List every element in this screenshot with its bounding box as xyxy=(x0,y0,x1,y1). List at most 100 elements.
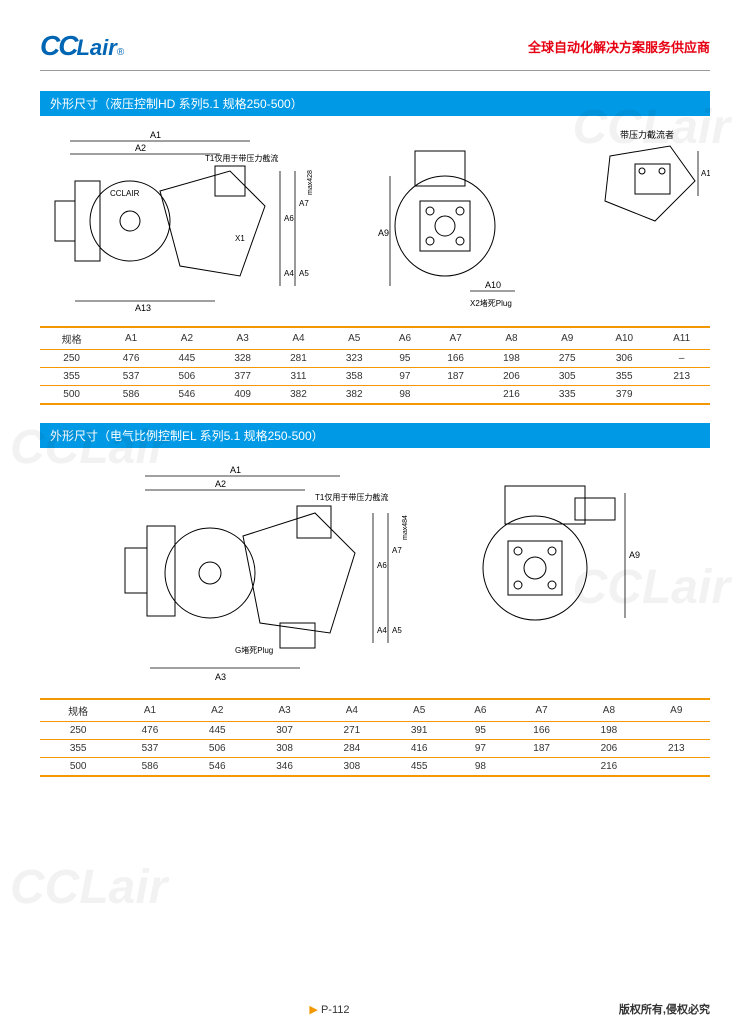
table-cell: 97 xyxy=(382,368,428,386)
dim-a11: A11 xyxy=(701,169,710,178)
table-cell: 355 xyxy=(40,740,116,758)
table-cell: 166 xyxy=(508,722,575,740)
note-t1-2: T1仅用于带压力截流 xyxy=(315,492,388,502)
section2-table: 规格A1A2A3A4A5A6A7A8A9 2504764453072713919… xyxy=(40,698,710,777)
table-cell: 216 xyxy=(484,386,540,405)
table-header-cell: A8 xyxy=(484,327,540,350)
dim-max-2: max484 xyxy=(402,515,409,540)
brand-on-diagram: CCLAIR xyxy=(110,189,140,198)
table-cell: 455 xyxy=(386,758,453,777)
table-cell: 284 xyxy=(318,740,385,758)
logo-mark: CC xyxy=(40,30,76,62)
table-cell: 328 xyxy=(215,350,271,368)
section1-diagrams: A1 A2 CCLAIR T1仅用于带压力截流 X1 A13 A4 A5 A6 … xyxy=(40,126,710,316)
dim-a10: A10 xyxy=(485,280,501,290)
table-cell: 546 xyxy=(159,386,215,405)
table-header-cell: A7 xyxy=(508,699,575,722)
table-cell: 95 xyxy=(382,350,428,368)
table-cell: 355 xyxy=(40,368,103,386)
table-cell: 537 xyxy=(103,368,159,386)
table-header-cell: A1 xyxy=(116,699,183,722)
table-cell: 306 xyxy=(595,350,653,368)
dim-a4-2: A4 xyxy=(377,626,387,635)
table-cell: 379 xyxy=(595,386,653,405)
table-header-cell: A8 xyxy=(575,699,642,722)
note-t1: T1仅用于带压力截流 xyxy=(205,153,278,163)
table-cell: 382 xyxy=(326,386,382,405)
dim-a1-2: A1 xyxy=(230,465,241,475)
dim-a7: A7 xyxy=(299,199,309,208)
table-header-cell: A11 xyxy=(653,327,710,350)
tagline: 全球自动化解决方案服务供应商 xyxy=(528,37,710,56)
page-marker-icon: ▶ xyxy=(309,1004,317,1016)
table-header-cell: A7 xyxy=(428,327,484,350)
table-cell: 250 xyxy=(40,722,116,740)
table-cell: 409 xyxy=(215,386,271,405)
section1-table: 规格A1A2A3A4A5A6A7A8A9A10A11 2504764453282… xyxy=(40,326,710,405)
table-cell xyxy=(428,386,484,405)
table-cell: 391 xyxy=(386,722,453,740)
table-cell: 506 xyxy=(184,740,251,758)
dim-a13: A13 xyxy=(135,303,151,313)
table-row: 50058654640938238298216335379 xyxy=(40,386,710,405)
table-header-cell: A9 xyxy=(539,327,595,350)
table-header-cell: A4 xyxy=(271,327,327,350)
aux-title: 带压力截流者 xyxy=(620,129,674,140)
note-g: G堵死Plug xyxy=(235,645,273,655)
table-cell: 250 xyxy=(40,350,103,368)
table-cell: 216 xyxy=(575,758,642,777)
table-cell xyxy=(643,758,710,777)
table-cell: 98 xyxy=(453,758,508,777)
header-divider xyxy=(40,70,710,71)
dim-a2-2: A2 xyxy=(215,479,226,489)
table-header-cell: A10 xyxy=(595,327,653,350)
table-cell: 308 xyxy=(251,740,318,758)
dim-max: max428 xyxy=(307,170,314,195)
table-cell: 382 xyxy=(271,386,327,405)
table-cell: 476 xyxy=(103,350,159,368)
logo: CCLair® xyxy=(40,30,124,62)
dim-a3-2: A3 xyxy=(215,672,226,682)
table-cell: – xyxy=(653,350,710,368)
table-cell: 308 xyxy=(318,758,385,777)
logo-text: Lair xyxy=(76,35,116,61)
diagram-hd-aux: 带压力截流者 A11 xyxy=(580,126,710,246)
table-header-cell: A3 xyxy=(215,327,271,350)
dim-a2: A2 xyxy=(135,143,146,153)
table-cell: 187 xyxy=(508,740,575,758)
table-cell: 98 xyxy=(382,386,428,405)
table-cell: 537 xyxy=(116,740,183,758)
table-cell: 476 xyxy=(116,722,183,740)
logo-registered: ® xyxy=(117,47,124,58)
table-cell: 187 xyxy=(428,368,484,386)
dim-a7-2: A7 xyxy=(392,546,402,555)
table-cell: 500 xyxy=(40,386,103,405)
table-cell: 275 xyxy=(539,350,595,368)
diagram-hd-side: A1 A2 CCLAIR T1仅用于带压力截流 X1 A13 A4 A5 A6 … xyxy=(40,126,340,316)
table-cell: 97 xyxy=(453,740,508,758)
table-cell: 358 xyxy=(326,368,382,386)
table-cell: 206 xyxy=(484,368,540,386)
dim-a6-2: A6 xyxy=(377,561,387,570)
table-header-cell: A5 xyxy=(326,327,382,350)
diagram-el-side: A1 A2 T1仅用于带压力截流 G堵死Plug A3 A4 A5 A6 A7 … xyxy=(105,458,425,688)
table-header-cell: A9 xyxy=(643,699,710,722)
table-header-cell: 规格 xyxy=(40,699,116,722)
table-cell: 445 xyxy=(159,350,215,368)
dim-a5-2: A5 xyxy=(392,626,402,635)
dim-a6: A6 xyxy=(284,214,294,223)
section2-title: 外形尺寸（电气比例控制EL 系列5.1 规格250-500） xyxy=(40,423,710,448)
note-x2: X2堵死Plug xyxy=(470,298,512,308)
section2-diagrams: A1 A2 T1仅用于带压力截流 G堵死Plug A3 A4 A5 A6 A7 … xyxy=(40,458,710,688)
table-cell: 346 xyxy=(251,758,318,777)
diagram-el-front: A9 xyxy=(445,458,645,658)
watermark: CCLair xyxy=(10,860,167,915)
dim-a9-2: A9 xyxy=(629,550,640,560)
table-cell: 198 xyxy=(575,722,642,740)
table-cell: 206 xyxy=(575,740,642,758)
table-cell: 445 xyxy=(184,722,251,740)
diagram-hd-front: A9 A10 X2堵死Plug xyxy=(360,126,560,316)
table-cell: 271 xyxy=(318,722,385,740)
table-header-cell: A6 xyxy=(453,699,508,722)
table-cell: 307 xyxy=(251,722,318,740)
